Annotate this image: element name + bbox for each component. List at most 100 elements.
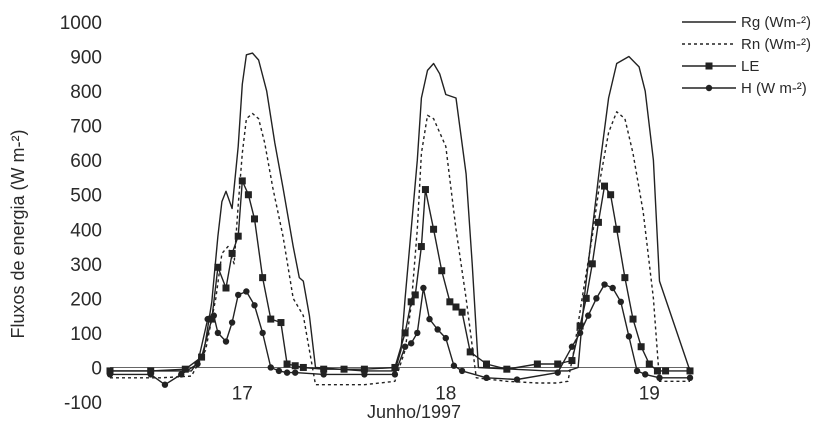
- data-point-h: [401, 343, 409, 350]
- data-point-h: [483, 374, 490, 382]
- data-point-h: [576, 329, 584, 337]
- y-tick-label: -100: [64, 393, 102, 414]
- series-h: [106, 281, 694, 388]
- data-point-h: [178, 371, 185, 378]
- data-point-h: [291, 369, 299, 376]
- data-point-h: [275, 367, 283, 375]
- data-point-h: [568, 343, 576, 350]
- data-point-h: [633, 367, 641, 375]
- data-point-h: [513, 376, 521, 383]
- data-point-h: [434, 326, 441, 333]
- data-point-le: [106, 367, 114, 375]
- data-point-le: [250, 215, 258, 223]
- data-point-le: [244, 191, 252, 199]
- data-point-le: [411, 291, 419, 299]
- data-point-le: [214, 263, 222, 271]
- data-point-h: [222, 338, 230, 345]
- legend-marker: [705, 62, 713, 70]
- data-point-h: [554, 369, 561, 376]
- series-line-le: [110, 180, 690, 372]
- data-point-le: [482, 360, 490, 368]
- data-point-le: [629, 315, 637, 323]
- data-point-le: [291, 362, 299, 370]
- series-le: [106, 177, 694, 375]
- data-point-le: [147, 367, 155, 375]
- data-point-le: [637, 343, 645, 351]
- data-point-h: [414, 329, 421, 337]
- y-axis: -100 0 100 200 300 400 500 600 700 800 900 1000: [60, 13, 102, 414]
- y-tick-label: 100: [70, 324, 102, 345]
- legend-label: Rg (Wm-²): [741, 14, 811, 31]
- data-point-le: [181, 365, 189, 373]
- legend-label: LE: [741, 58, 759, 75]
- data-point-le: [228, 249, 236, 257]
- data-point-h: [106, 371, 114, 378]
- data-point-h: [407, 340, 415, 347]
- y-tick-label: 900: [70, 48, 102, 69]
- data-point-h: [228, 319, 236, 326]
- data-point-h: [147, 371, 154, 378]
- data-point-le: [662, 367, 670, 375]
- x-tick-label: 18: [435, 383, 456, 404]
- data-point-le: [407, 298, 415, 306]
- y-tick-label: 800: [70, 82, 102, 103]
- data-point-le: [452, 303, 460, 311]
- data-point-h: [267, 364, 274, 371]
- data-point-h: [642, 371, 649, 378]
- data-point-h: [601, 281, 608, 288]
- data-point-h: [283, 369, 291, 376]
- x-axis: 17 18 19: [232, 383, 660, 404]
- series-rn: [110, 111, 690, 386]
- data-point-h: [161, 381, 169, 388]
- legend-item-h: H (W m-²): [682, 80, 807, 97]
- data-point-le: [417, 243, 425, 251]
- data-point-le: [208, 315, 216, 323]
- data-point-h: [214, 329, 222, 337]
- series-line-h: [110, 283, 690, 386]
- data-point-h: [210, 312, 217, 319]
- y-tick-label: 400: [70, 220, 102, 241]
- data-point-h: [426, 315, 433, 323]
- y-axis-title: Fluxos de energia (W m-²): [8, 129, 28, 338]
- data-point-h: [420, 284, 427, 292]
- data-point-h: [320, 371, 327, 378]
- data-point-le: [607, 191, 615, 199]
- x-axis-title: Junho/1997: [367, 402, 461, 422]
- data-point-h: [442, 334, 449, 342]
- series-rg: [110, 52, 691, 372]
- data-point-le: [421, 186, 429, 194]
- y-tick-label: 500: [70, 186, 102, 207]
- data-point-h: [656, 374, 663, 382]
- series-line-rn: [110, 111, 690, 386]
- data-point-le: [554, 360, 562, 368]
- series-layer: [106, 52, 694, 388]
- data-point-le: [594, 218, 602, 226]
- data-point-h: [243, 288, 250, 295]
- y-tick-label: 700: [70, 117, 102, 138]
- data-point-le: [391, 363, 399, 371]
- data-point-le: [533, 360, 541, 368]
- y-tick-label: 300: [70, 255, 102, 276]
- data-point-le: [653, 367, 661, 375]
- data-point-h: [194, 360, 201, 368]
- data-point-h: [204, 315, 211, 323]
- data-point-h: [585, 312, 592, 319]
- data-point-h: [259, 329, 266, 337]
- y-tick-label: 1000: [60, 13, 102, 34]
- data-point-h: [450, 362, 458, 369]
- data-point-le: [283, 360, 291, 368]
- legend: Rg (Wm-²) Rn (Wm-²) LE H (W m-²): [682, 14, 811, 97]
- data-point-h: [458, 367, 466, 375]
- data-point-le: [613, 225, 621, 233]
- data-point-le: [645, 360, 653, 368]
- data-point-le: [430, 225, 438, 233]
- data-point-le: [238, 177, 246, 185]
- data-point-h: [593, 295, 600, 302]
- data-point-le: [360, 365, 368, 373]
- data-point-h: [251, 302, 258, 309]
- data-point-le: [503, 365, 511, 373]
- legend-label: Rn (Wm-²): [741, 36, 811, 53]
- data-point-le: [340, 365, 348, 373]
- data-point-h: [235, 291, 242, 299]
